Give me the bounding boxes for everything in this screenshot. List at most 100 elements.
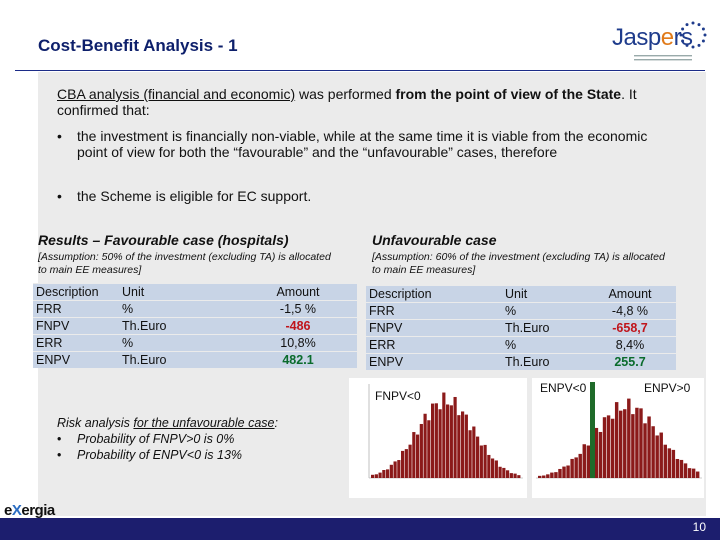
histogram-bar — [683, 463, 688, 478]
cell-amount: -658,7 — [584, 319, 676, 337]
histogram-bar — [623, 409, 627, 478]
slide-title: Cost-Benefit Analysis - 1 — [38, 36, 238, 55]
histogram-bar — [419, 423, 423, 478]
histogram-bar — [397, 460, 401, 478]
table-row: ERR % 10,8% — [33, 334, 357, 352]
histogram-bar — [371, 474, 375, 478]
histogram-bar — [479, 445, 483, 478]
histogram-bar — [386, 469, 390, 478]
cell-unit: % — [502, 302, 584, 320]
cell-amount: -4,8 % — [584, 302, 676, 320]
histogram-bar — [635, 407, 639, 478]
histogram-bar — [627, 398, 631, 478]
histogram-bar — [408, 444, 412, 478]
bullet-item: • the investment is financially non-viab… — [57, 128, 648, 160]
histogram-bar — [578, 453, 582, 478]
cell-unit: % — [119, 334, 239, 352]
histogram-bar — [509, 473, 513, 478]
logo-wordmark: Jaspers — [612, 24, 693, 51]
histogram-bar — [679, 459, 684, 478]
histogram-bar — [562, 466, 566, 478]
histogram-bar — [639, 408, 643, 478]
histogram-bar — [483, 444, 487, 478]
cell-description: ENPV — [33, 351, 119, 368]
col-header-amount: Amount — [239, 283, 357, 301]
histogram-bar — [659, 432, 663, 478]
histogram-bar — [412, 432, 416, 478]
cell-unit: % — [119, 300, 239, 318]
cell-amount: 482.1 — [239, 351, 357, 368]
cell-unit: Th.Euro — [119, 351, 239, 368]
histogram-bar — [382, 470, 386, 478]
histogram-bar — [602, 417, 607, 478]
histogram-bar — [449, 405, 453, 478]
histogram-bar — [502, 467, 506, 478]
histogram-bar — [687, 468, 692, 478]
col-header-description: Description — [33, 283, 119, 301]
histogram-bar — [550, 472, 554, 478]
table-row: FNPV Th.Euro -486 — [33, 317, 357, 335]
histogram-bar — [494, 460, 498, 478]
page-number: 10 — [692, 520, 706, 534]
histogram-bar — [546, 474, 550, 478]
enpv-positive-label: ENPV>0 — [644, 381, 691, 395]
histogram-bar — [423, 413, 427, 478]
exergia-logo: eXergia — [4, 502, 55, 519]
col-header-description: Description — [366, 285, 502, 303]
histogram-bar — [389, 464, 393, 478]
cell-description: FNPV — [33, 317, 119, 335]
histogram-bar — [498, 466, 502, 478]
histogram-bar — [487, 454, 491, 478]
histogram-bar — [675, 458, 680, 478]
cell-amount: -486 — [239, 317, 357, 335]
col-header-amount: Amount — [584, 285, 676, 303]
histogram-bar — [554, 472, 558, 478]
histogram-bar — [614, 402, 619, 478]
cell-description: FNPV — [366, 319, 502, 337]
histogram-bar — [655, 435, 659, 478]
histogram-bar — [491, 458, 495, 478]
histogram-bar — [647, 416, 651, 478]
table-row: FRR % -4,8 % — [366, 302, 676, 320]
histogram-bar — [574, 457, 578, 478]
table-row: FRR % -1,5 % — [33, 300, 357, 318]
risk-analysis: Risk analysis for the unfavourable case:… — [57, 415, 278, 463]
unfavourable-assumption: [Assumption: 60% of the investment (excl… — [372, 251, 665, 276]
cell-description: ERR — [366, 336, 502, 354]
risk-item: • Probability of FNPV>0 is 0% — [57, 432, 235, 446]
histogram-bar — [651, 426, 655, 478]
enpv-histogram: ENPV<0 ENPV>0 — [532, 378, 704, 498]
histogram-bar — [472, 426, 476, 478]
histogram-bar — [404, 449, 408, 478]
title-rule — [15, 70, 705, 71]
cell-amount: -1,5 % — [239, 300, 357, 318]
logo-tagline-graphic — [634, 55, 692, 61]
risk-heading: Risk analysis for the unfavourable case: — [57, 416, 278, 430]
table-row: ERR % 8,4% — [366, 336, 676, 354]
histogram-bar — [631, 414, 635, 478]
favourable-results-table: Description Unit Amount FRR % -1,5 % FNP… — [33, 283, 357, 368]
histogram-bar — [643, 423, 647, 478]
unfavourable-results-table: Description Unit Amount FRR % -4,8 % FNP… — [366, 285, 676, 370]
favourable-assumption: [Assumption: 50% of the investment (excl… — [38, 251, 331, 276]
cell-amount: 8,4% — [584, 336, 676, 354]
histogram-bar — [446, 404, 450, 478]
histogram-bar — [431, 403, 435, 478]
histogram-bar — [393, 461, 397, 478]
histogram-bar — [457, 415, 461, 478]
histogram-bar — [506, 470, 510, 478]
table-header-row: Description Unit Amount — [366, 285, 676, 303]
histogram-bar — [542, 475, 546, 478]
risk-item: • Probability of ENPV<0 is 13% — [57, 448, 243, 462]
table-row: ENPV Th.Euro 255.7 — [366, 353, 676, 370]
cell-unit: Th.Euro — [502, 353, 584, 370]
histogram-bar — [598, 431, 603, 478]
histogram-bar — [374, 474, 378, 478]
histogram-bar — [619, 410, 623, 478]
histogram-bar — [586, 445, 591, 478]
histogram-bar — [582, 444, 586, 478]
histogram-bar — [663, 444, 667, 478]
histogram-bar — [691, 468, 696, 478]
histogram-bar — [570, 458, 574, 478]
cell-description: FRR — [33, 300, 119, 318]
